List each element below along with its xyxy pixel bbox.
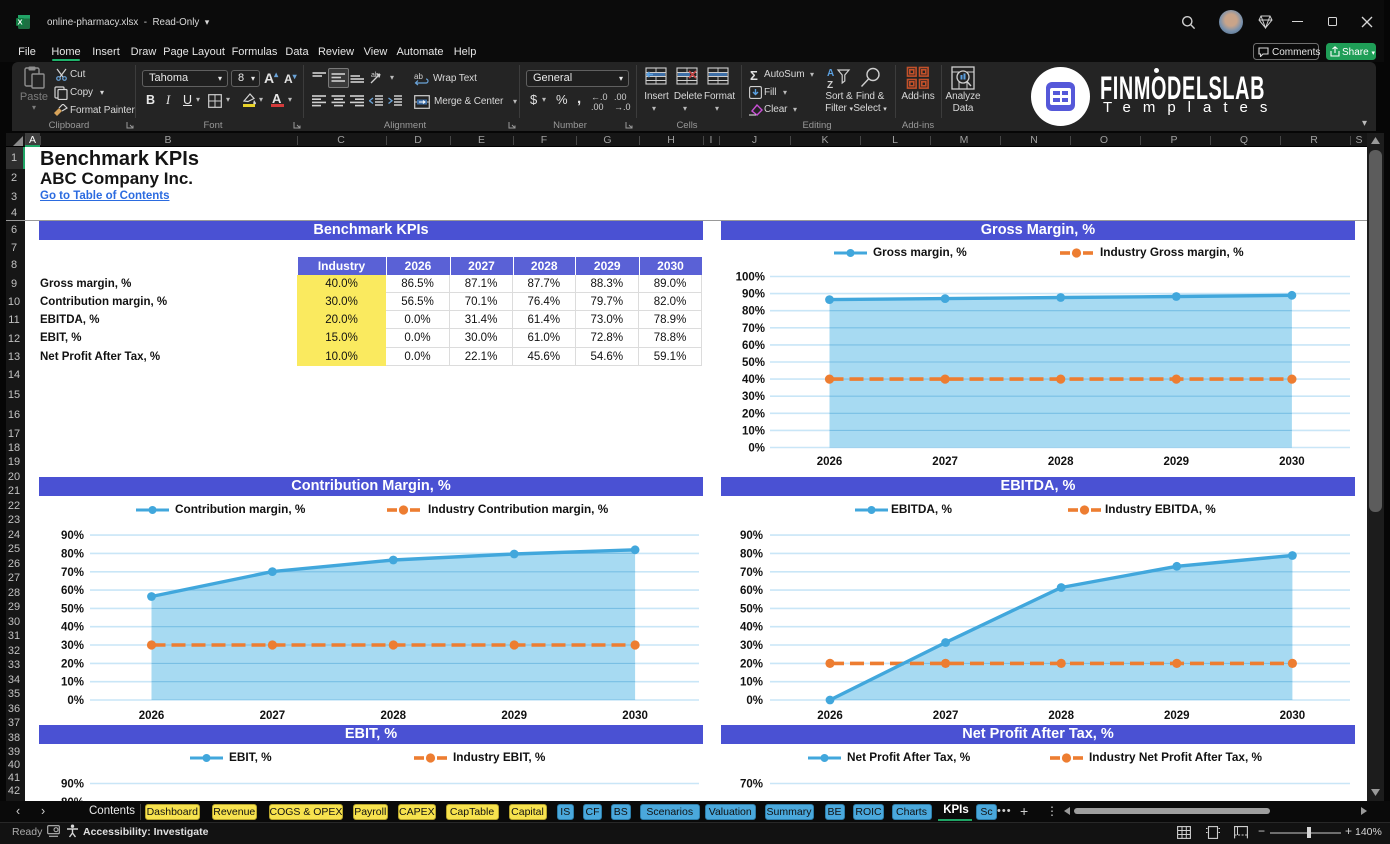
- svg-text:60%: 60%: [61, 585, 84, 597]
- svg-text:2027: 2027: [933, 710, 959, 722]
- svg-text:0%: 0%: [746, 695, 763, 707]
- svg-text:10%: 10%: [740, 677, 763, 689]
- svg-text:60%: 60%: [742, 340, 765, 352]
- svg-text:2030: 2030: [622, 710, 648, 722]
- svg-text:2028: 2028: [1048, 456, 1074, 468]
- svg-text:2030: 2030: [1279, 456, 1305, 468]
- svg-text:2029: 2029: [1164, 710, 1190, 722]
- svg-text:2029: 2029: [501, 710, 527, 722]
- svg-text:60%: 60%: [740, 585, 763, 597]
- svg-text:80%: 80%: [740, 548, 763, 560]
- svg-text:80%: 80%: [61, 548, 84, 560]
- svg-text:ab: ab: [371, 72, 379, 79]
- svg-text:2030: 2030: [1280, 710, 1306, 722]
- svg-text:Z: Z: [827, 80, 833, 89]
- svg-text:10%: 10%: [61, 677, 84, 689]
- svg-text:80%: 80%: [61, 797, 84, 801]
- svg-text:20%: 20%: [740, 658, 763, 670]
- svg-text:2026: 2026: [139, 710, 165, 722]
- svg-text:2028: 2028: [381, 710, 407, 722]
- svg-text:90%: 90%: [742, 289, 765, 301]
- svg-text:40%: 40%: [61, 622, 84, 634]
- svg-text:20%: 20%: [61, 658, 84, 670]
- svg-text:30%: 30%: [742, 391, 765, 403]
- svg-text:50%: 50%: [740, 603, 763, 615]
- svg-text:70%: 70%: [740, 779, 763, 791]
- svg-text:0%: 0%: [748, 443, 765, 455]
- svg-text:90%: 90%: [740, 530, 763, 542]
- svg-text:20%: 20%: [742, 408, 765, 420]
- svg-text:70%: 70%: [61, 567, 84, 579]
- svg-text:2028: 2028: [1048, 710, 1074, 722]
- svg-text:30%: 30%: [61, 640, 84, 652]
- svg-text:80%: 80%: [742, 306, 765, 318]
- svg-text:90%: 90%: [61, 779, 84, 791]
- svg-text:X: X: [17, 18, 22, 27]
- svg-text:100%: 100%: [736, 272, 765, 284]
- svg-text:10%: 10%: [742, 425, 765, 437]
- svg-text:50%: 50%: [61, 603, 84, 615]
- svg-text:2027: 2027: [260, 710, 286, 722]
- svg-text:A: A: [827, 68, 834, 79]
- svg-text:ab: ab: [414, 72, 423, 81]
- svg-text:0%: 0%: [67, 695, 84, 707]
- svg-text:40%: 40%: [740, 622, 763, 634]
- svg-text:70%: 70%: [740, 567, 763, 579]
- svg-text:50%: 50%: [742, 357, 765, 369]
- svg-text:90%: 90%: [61, 530, 84, 542]
- svg-text:40%: 40%: [742, 374, 765, 386]
- svg-text:70%: 70%: [742, 323, 765, 335]
- svg-text:2029: 2029: [1164, 456, 1190, 468]
- svg-text:2026: 2026: [817, 710, 843, 722]
- svg-text:2026: 2026: [817, 456, 843, 468]
- svg-text:2027: 2027: [932, 456, 958, 468]
- svg-text:30%: 30%: [740, 640, 763, 652]
